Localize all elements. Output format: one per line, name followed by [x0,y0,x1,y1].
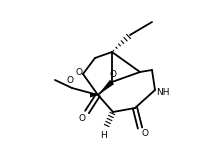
Text: O: O [75,67,83,77]
Text: NH: NH [156,87,170,96]
Text: O: O [66,75,73,85]
Text: H: H [100,131,106,140]
Polygon shape [98,80,114,95]
Polygon shape [90,92,98,98]
Text: O: O [109,70,116,78]
Text: O: O [78,114,86,123]
Text: O: O [141,128,148,137]
